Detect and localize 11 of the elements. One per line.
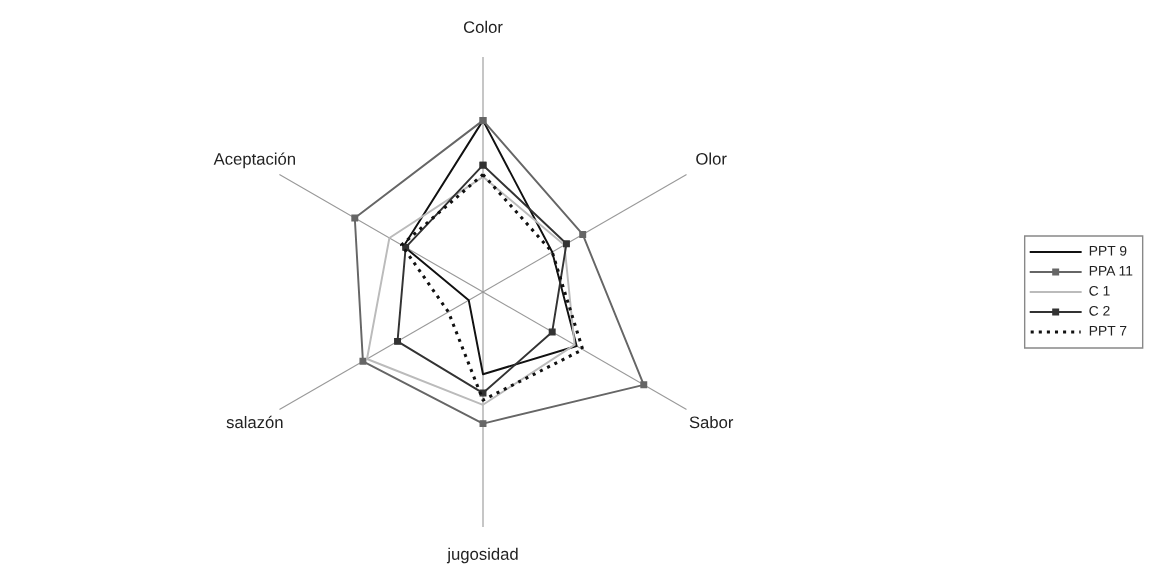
legend-label: PPA 11 [1089, 266, 1133, 276]
legend-label: C 2 [1089, 305, 1110, 316]
spoke-label: salazón [226, 415, 283, 429]
legend-label: C 1 [1089, 285, 1110, 296]
spoke-label: Aceptación [213, 152, 295, 169]
spoke-label: jugosidad [446, 547, 518, 564]
spoke-label: Olor [696, 152, 727, 165]
legend-label: PPT 9 [1089, 245, 1127, 256]
legend-label: PPT 7 [1089, 326, 1127, 336]
spoke-label: Color [463, 20, 503, 33]
spoke-label: Sabor [689, 415, 734, 429]
